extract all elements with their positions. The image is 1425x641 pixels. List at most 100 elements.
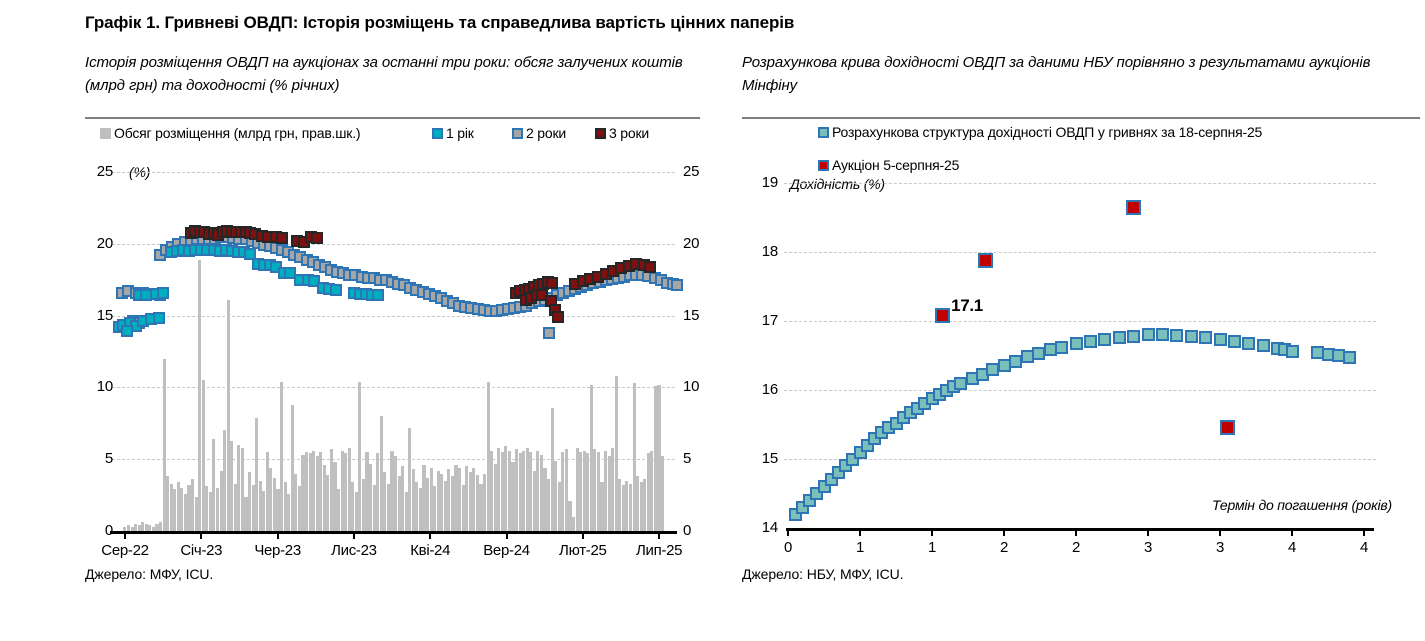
volume-bar	[468, 472, 472, 531]
volume-bar	[426, 477, 430, 531]
x-tick-mark	[276, 534, 279, 539]
volume-bar	[557, 482, 561, 531]
curve-marker	[1055, 340, 1069, 354]
volume-bar	[223, 430, 227, 531]
volume-bar	[312, 450, 316, 531]
volume-bar	[386, 483, 390, 531]
volume-bar	[251, 485, 255, 531]
curve-marker	[1242, 337, 1256, 351]
marker-1y	[152, 312, 165, 325]
volume-bar	[621, 485, 625, 531]
x-tick-mark	[859, 531, 861, 536]
legend-label-volume: Обсяг розміщення (млрд грн, прав.шк.)	[114, 125, 361, 141]
curve-marker	[1098, 333, 1112, 347]
y-tick-label-left: 20	[96, 234, 113, 252]
volume-bar	[429, 467, 433, 531]
curve-marker	[1199, 331, 1213, 345]
volume-bar	[208, 492, 212, 531]
volume-bar	[173, 489, 177, 531]
curve-marker	[1112, 331, 1126, 345]
volume-bar	[500, 452, 504, 531]
volume-bar	[369, 463, 373, 531]
two-year-swatch-icon	[512, 127, 523, 139]
x-tick-label: Чер-23	[254, 542, 301, 559]
volume-bar	[134, 523, 138, 531]
volume-bar	[126, 525, 131, 531]
auction-swatch-icon	[818, 159, 829, 171]
marker-1y	[283, 267, 296, 280]
legend-item-auction: Аукціон 5-серпня-25	[818, 157, 959, 173]
volume-bar	[536, 450, 540, 531]
auction-marker	[1219, 420, 1235, 436]
legend-item-3y: 3 роки	[595, 125, 649, 141]
curve-marker	[1069, 337, 1083, 351]
volume-bar	[600, 482, 604, 531]
gridline	[112, 172, 675, 173]
legend-label-3y: 3 роки	[609, 125, 649, 141]
x-axis-line	[110, 531, 677, 534]
left-source: Джерело: МФУ, ICU.	[85, 566, 214, 582]
curve-marker	[1155, 328, 1169, 342]
volume-bar	[579, 452, 583, 531]
volume-bar	[198, 259, 202, 531]
marker-1y	[329, 283, 342, 296]
volume-bar	[475, 474, 479, 531]
volume-bar	[248, 472, 252, 531]
marker-2y	[671, 279, 684, 292]
legend-item-curve: Розрахункова структура дохідності ОВДП у…	[818, 124, 1262, 140]
volume-bar	[290, 404, 294, 531]
volume-bar	[354, 492, 358, 531]
volume-bar	[159, 522, 163, 531]
legend-item-2y: 2 роки	[512, 125, 566, 141]
volume-bar	[137, 525, 141, 531]
x-tick-label: 0	[783, 539, 793, 556]
volume-bar	[564, 449, 568, 531]
x-tick-label: Січ-23	[180, 542, 223, 559]
curve-marker	[1256, 339, 1270, 353]
volume-bar	[454, 464, 458, 531]
volume-bar	[440, 473, 444, 531]
y-tick-label: 17	[761, 312, 778, 329]
volume-bar	[465, 466, 469, 531]
volume-bar	[262, 490, 266, 531]
x-tick-label: Сер-22	[101, 542, 149, 559]
volume-bar	[486, 381, 490, 531]
volume-bar	[361, 479, 366, 531]
volume-bar	[219, 470, 223, 531]
y-tick-label: 14	[761, 519, 778, 536]
x-tick-mark	[200, 534, 203, 539]
volume-bar	[543, 467, 547, 531]
volume-bar	[294, 473, 298, 531]
volume-bar	[461, 485, 465, 531]
volume-bar	[586, 453, 590, 531]
volume-bar	[226, 299, 230, 531]
marker-3y	[546, 276, 559, 289]
volume-bar	[529, 452, 533, 531]
y-tick-label-right: 20	[683, 234, 700, 252]
right-plot-area: 14 15 16 17 18 19 17.1 0 1 1 2 2 3 3 4 4	[740, 150, 1420, 578]
volume-bar	[215, 487, 220, 531]
volume-bar	[411, 469, 415, 531]
volume-bar	[404, 492, 408, 531]
volume-bar	[515, 449, 519, 531]
right-divider-rule	[742, 117, 1420, 119]
volume-bar	[130, 526, 134, 531]
left-divider-rule	[85, 117, 700, 119]
volume-bar	[326, 474, 330, 531]
gridline	[784, 459, 1376, 460]
volume-bar	[162, 358, 166, 531]
x-tick-mark	[787, 531, 789, 536]
y-tick-label-left: 25	[96, 163, 113, 180]
volume-bar	[280, 381, 284, 531]
volume-bar	[176, 482, 180, 531]
volume-bar	[269, 467, 273, 531]
volume-bar	[447, 469, 451, 531]
x-tick-mark	[1291, 531, 1293, 536]
volume-bar	[237, 444, 241, 531]
volume-bar	[625, 480, 629, 531]
curve-swatch-icon	[818, 126, 829, 138]
volume-bar	[205, 486, 209, 531]
marker-3y	[643, 260, 656, 273]
volume-bar	[397, 476, 401, 531]
marker-1y	[244, 247, 257, 260]
